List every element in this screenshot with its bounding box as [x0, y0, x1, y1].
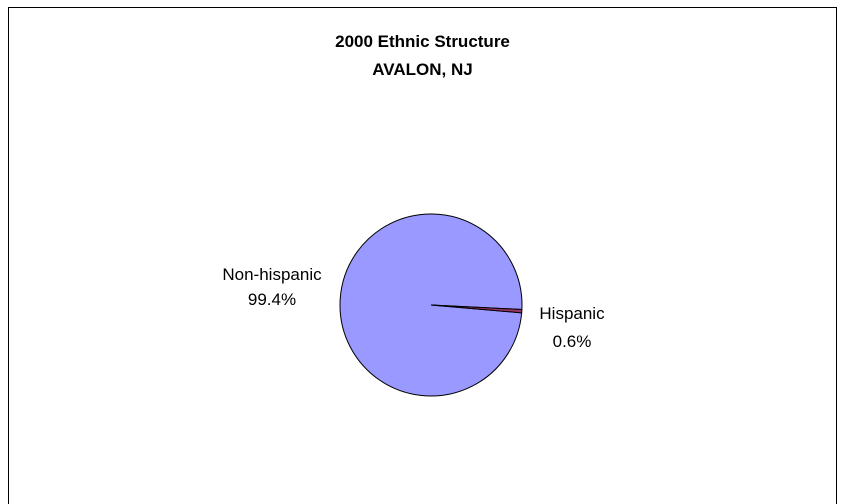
- slice-label-name: Hispanic: [539, 304, 605, 323]
- pie-slice-non-hispanic: [339, 213, 523, 397]
- slice-label-value: 0.6%: [553, 332, 592, 351]
- pie-slices: [339, 213, 523, 397]
- pie-slice-hispanic: [430, 304, 523, 314]
- slice-label-name: Non-hispanic: [222, 265, 322, 284]
- chart-title-block: 2000 Ethnic Structure AVALON, NJ: [0, 28, 845, 84]
- slice-label-value: 99.4%: [248, 290, 296, 309]
- chart-title: 2000 Ethnic Structure: [335, 32, 510, 51]
- slice-label-non-hispanic: Non-hispanic 99.4%: [222, 265, 322, 309]
- slice-label-hispanic: Hispanic 0.6%: [539, 304, 605, 351]
- chart-subtitle: AVALON, NJ: [372, 60, 473, 79]
